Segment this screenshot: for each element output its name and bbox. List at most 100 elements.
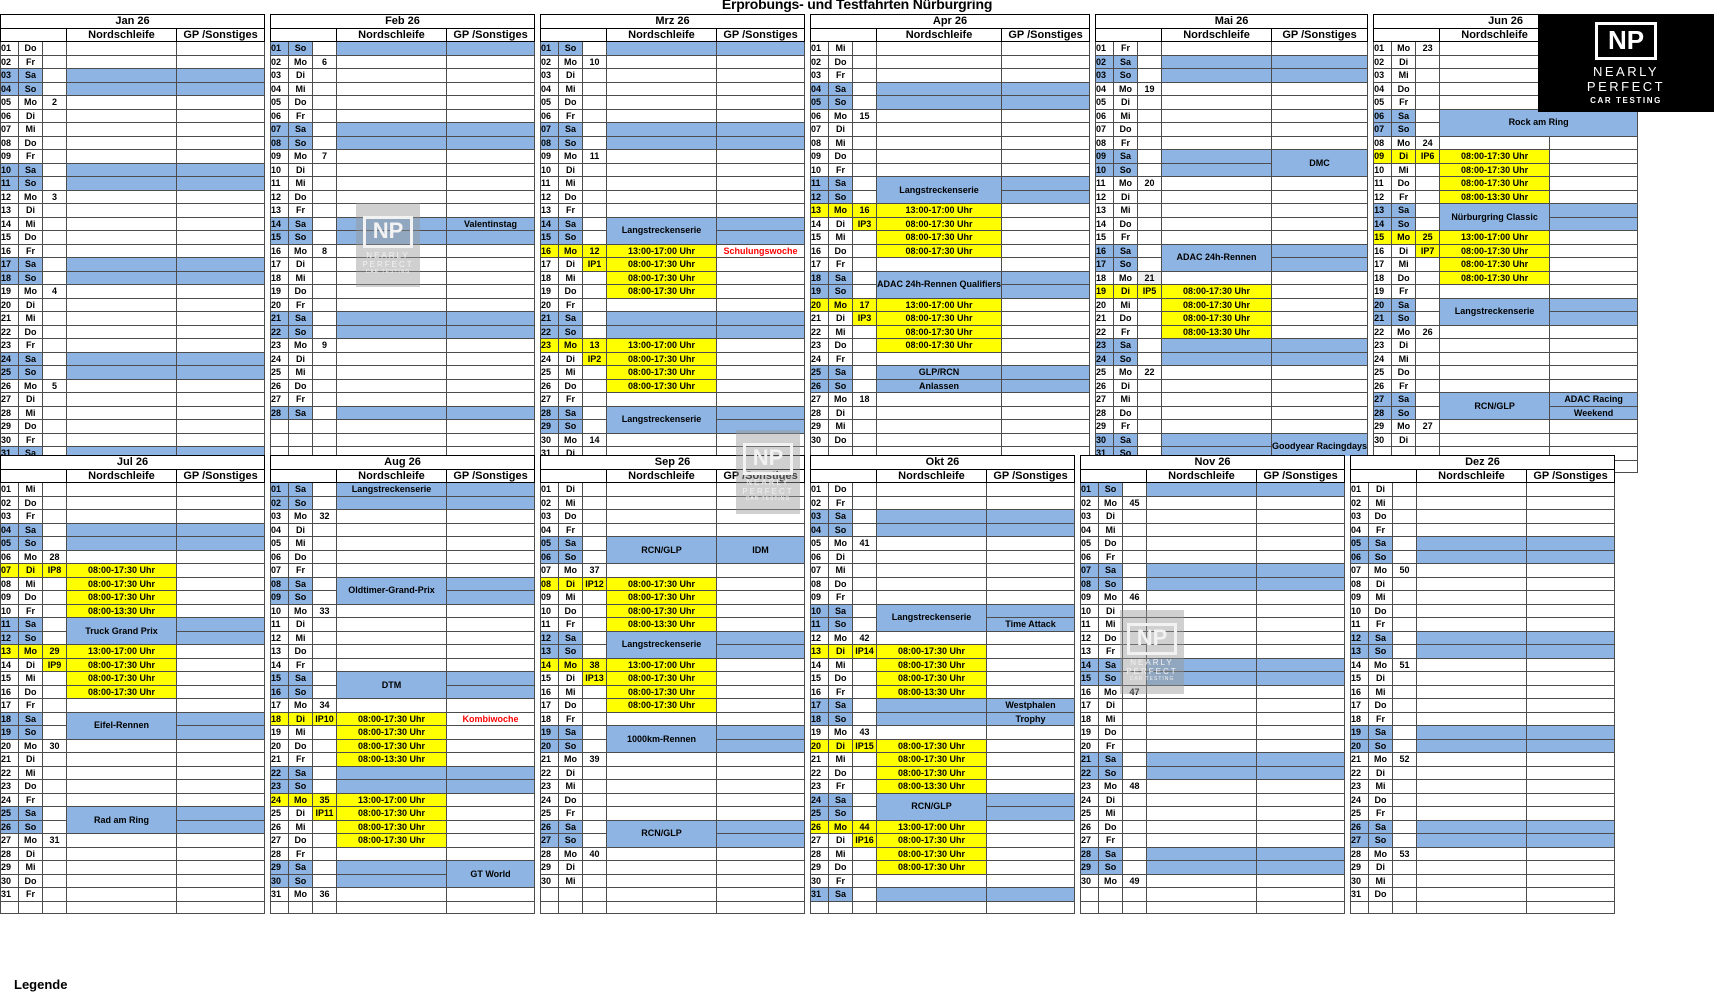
gp-cell	[716, 576, 805, 591]
empty-cell	[852, 351, 877, 366]
testing-time: 08:00-17:30 Uhr	[1439, 162, 1551, 177]
day-number: 28	[1373, 405, 1393, 420]
gp-cell	[446, 644, 535, 659]
week-number: 24	[1415, 135, 1441, 150]
weekday-label: Mo	[288, 509, 313, 524]
event-label: Kombiwoche	[446, 711, 535, 726]
day-number: 23	[810, 338, 829, 353]
column-gap	[804, 406, 811, 420]
weekday-label: Fr	[828, 495, 853, 510]
calendar-row: 27 Di 27 Fr 27 Fr 27 Mo 18 27 Mi 27 Sa RCN/GLP ADAC Ra…	[0, 392, 1639, 420]
empty-cell	[312, 779, 337, 794]
day-number: 02	[0, 495, 19, 510]
empty-cell	[312, 378, 337, 393]
week-number: 49	[1122, 873, 1147, 888]
column-gap	[804, 122, 811, 136]
gp-cell	[1001, 351, 1091, 366]
gp-cell	[716, 68, 805, 83]
logo-mark: NP	[1594, 21, 1658, 60]
date-header	[810, 27, 877, 42]
day-number: 24	[0, 792, 19, 807]
weekday-label: Mi	[1391, 257, 1417, 272]
weekday-label: Do	[828, 576, 853, 591]
gp-cell	[986, 806, 1075, 821]
column-gap	[534, 766, 541, 780]
weekday-label: Do	[288, 833, 313, 848]
day-number: 05	[1350, 536, 1369, 551]
weekday-label: Mo	[828, 203, 853, 218]
nordschleife-cell	[606, 860, 717, 875]
weekday-label: Di	[1098, 603, 1123, 618]
nordschleife-cell	[875, 149, 1003, 164]
empty-cell	[312, 95, 337, 110]
nordschleife-cell	[1146, 860, 1257, 875]
empty-cell	[42, 779, 67, 794]
day-number: 29	[540, 419, 559, 434]
empty-cell	[1137, 203, 1163, 218]
weekday-label: Sa	[288, 311, 313, 326]
column-gap	[804, 577, 811, 591]
calendar-row: 16 Do 08:00-17:30 Uhr 16 So 16 Mi 08:00-17:30 U…	[0, 684, 1615, 699]
date-header	[540, 468, 607, 483]
gp-cell	[716, 833, 805, 848]
weekday-label: Sa	[1113, 54, 1139, 69]
weekday-label: Mi	[828, 846, 853, 861]
column-gap	[534, 392, 541, 406]
day-number: 30	[540, 873, 559, 888]
nordschleife-cell	[1439, 284, 1551, 299]
weekday-label: Do	[558, 792, 583, 807]
empty-cell	[852, 711, 877, 726]
day-number: 20	[810, 738, 829, 753]
day-number: 28	[1095, 405, 1115, 420]
empty-cell	[852, 792, 877, 807]
weekday-label: Do	[828, 482, 853, 497]
testing-time: 08:00-13:30 Uhr	[336, 752, 447, 767]
weekday-label: Sa	[288, 482, 313, 497]
empty-cell	[558, 887, 583, 902]
day-number: 09	[540, 590, 559, 605]
day-number: 20	[0, 738, 19, 753]
gp-cell	[1526, 630, 1615, 645]
weekday-label: So	[1098, 765, 1123, 780]
column-gap	[1074, 496, 1081, 510]
empty-cell	[582, 482, 607, 497]
empty-cell	[1137, 432, 1163, 447]
empty-cell	[1137, 162, 1163, 177]
empty-cell	[1122, 792, 1147, 807]
ip-marker: IP14	[852, 644, 877, 659]
nordschleife-cell	[1416, 873, 1527, 888]
column-gap	[804, 325, 811, 339]
day-number: 05	[270, 95, 289, 110]
weekday-label: Di	[558, 860, 583, 875]
nordschleife-cell	[606, 846, 717, 861]
column-gap	[1344, 752, 1351, 766]
day-number: 18	[1350, 711, 1369, 726]
column-gap	[264, 752, 271, 766]
gp-cell	[1549, 432, 1639, 447]
empty-cell	[1392, 711, 1417, 726]
gp-cell	[716, 311, 805, 326]
gp-cell	[1271, 176, 1369, 191]
gp-cell	[1526, 617, 1615, 632]
calendar-row: 03 Fr 03 Mo 32 03 Do 03 Sa 03 Di 03 Do	[0, 509, 1615, 524]
gp-cell	[176, 270, 265, 285]
weekday-label: Mi	[18, 765, 43, 780]
nordschleife-cell	[606, 495, 717, 510]
day-number: 02	[540, 495, 559, 510]
week-number: 31	[42, 833, 67, 848]
weekday-label: Mi	[288, 365, 313, 380]
day-number: 07	[1373, 122, 1393, 137]
column-gap	[1367, 230, 1374, 244]
column-gap	[1344, 604, 1351, 618]
empty-cell	[270, 432, 289, 447]
nordschleife-cell	[336, 536, 447, 551]
empty-cell	[336, 900, 447, 914]
nordschleife-cell	[606, 189, 717, 204]
nordschleife-cell	[336, 338, 447, 353]
day-number: 21	[270, 311, 289, 326]
gp-cell	[176, 311, 265, 326]
gp-cell	[986, 873, 1075, 888]
gp-cell	[1256, 725, 1345, 740]
gp-cell	[446, 765, 535, 780]
weekday-label: Mo	[828, 819, 853, 834]
